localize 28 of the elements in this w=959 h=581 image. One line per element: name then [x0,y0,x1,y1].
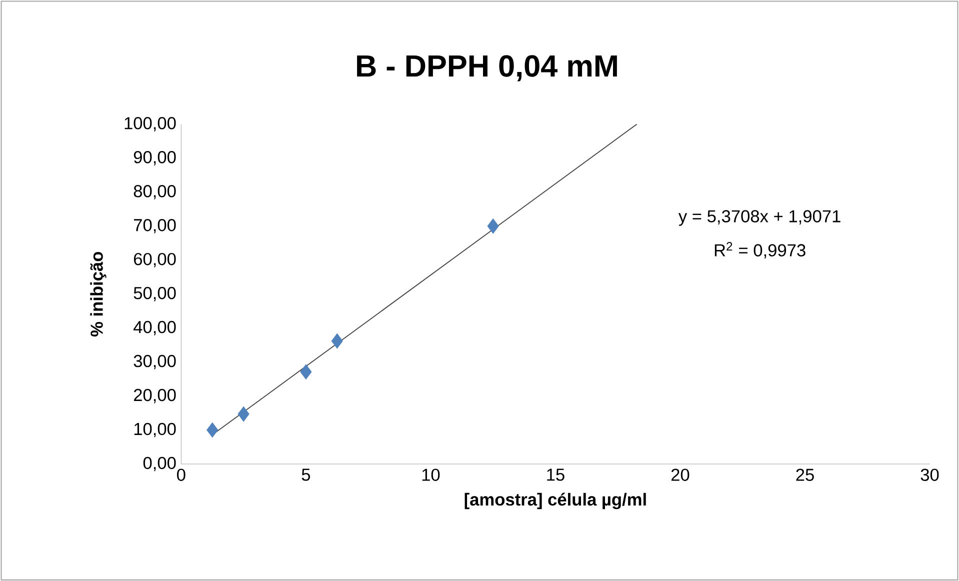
y-tick-label: 0,00 [143,456,176,472]
x-tick-label: 25 [796,468,814,481]
x-axis-title: [amostra] célula µg/ml [464,492,646,510]
point [331,333,343,348]
y-tick-label: 100,00 [124,116,176,132]
point [300,364,312,380]
x-tick-label: 0 [177,468,186,481]
y-tick-label: 40,00 [134,320,176,336]
x-tick-label: 15 [547,468,564,481]
x-tick-label: 5 [302,468,310,481]
y-tick-label: 90,00 [134,150,176,166]
y-tick-label: 70,00 [134,218,176,234]
y-tick-label: 60,00 [134,252,176,268]
annotation: R$^{2}$ = 0,9973 [714,242,806,258]
point [238,406,250,422]
y-axis-title: % inibição [90,252,106,336]
y-tick-label: 20,00 [134,388,176,404]
x-tick-label: 20 [671,468,690,481]
y-tick-label: 30,00 [134,354,176,370]
x-tick-label: 30 [920,468,939,481]
point [206,422,218,438]
annotation: y = 5,3708x + 1,9071 [678,210,840,226]
chart-title: B - DPPH 0,04 mM [357,55,617,82]
point [487,218,499,234]
x-tick-label: 10 [422,468,440,481]
y-tick-label: 80,00 [134,184,176,200]
y-tick-label: 50,00 [134,286,176,302]
y-tick-label: 10,00 [134,422,176,438]
